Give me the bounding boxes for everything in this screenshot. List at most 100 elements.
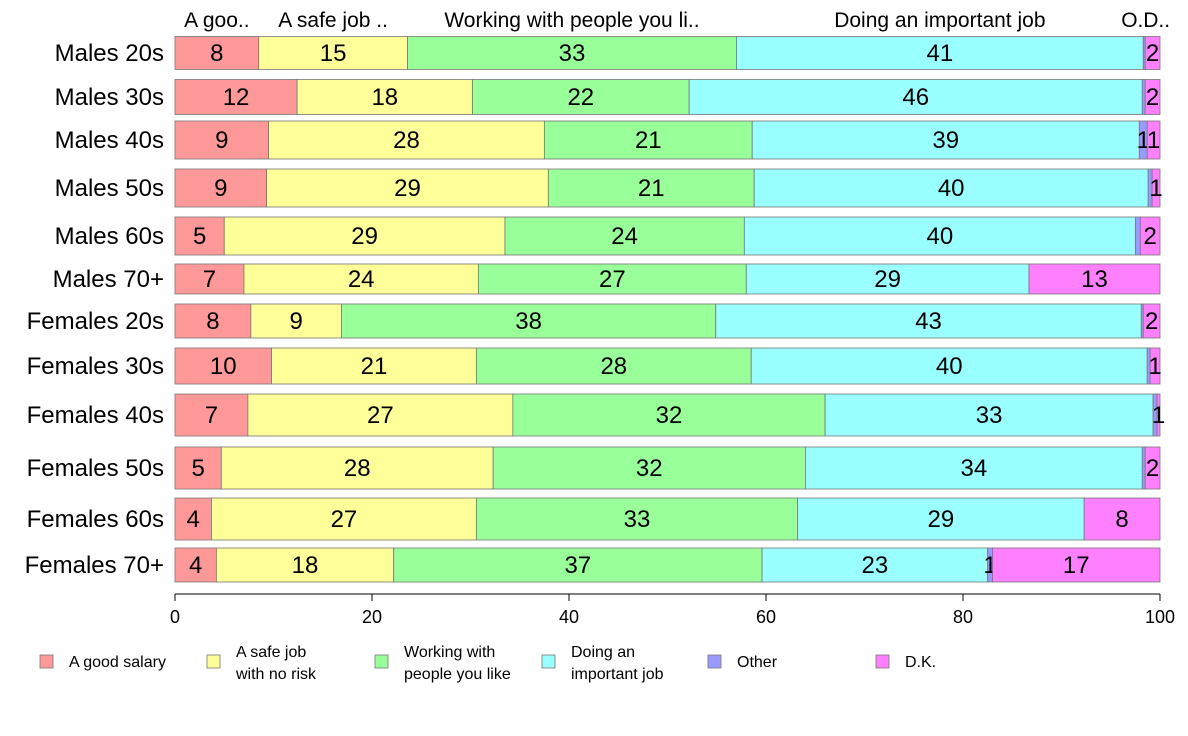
segment-value-label: 8	[1115, 506, 1128, 533]
bar-segment	[761, 547, 989, 583]
bar-segment	[243, 263, 479, 295]
segment-value-label: 8	[210, 40, 223, 67]
bar-segment	[1028, 263, 1161, 295]
bar-segment	[296, 79, 473, 115]
bar-segment	[220, 446, 494, 490]
bars: 8 15 33 41 212 18 22 46 29 28 21 39 119 29 21 40 15 29 24 4…	[174, 36, 1165, 583]
bar-segment	[472, 79, 690, 115]
bar-segment	[1141, 446, 1146, 490]
row-label: Males 20s	[55, 40, 164, 67]
top-series-label: A goo..	[184, 9, 249, 32]
segment-value-label: 15	[320, 40, 347, 67]
legend-swatch	[39, 654, 54, 669]
segment-value-label: 34	[960, 455, 987, 482]
bar-segment	[492, 446, 806, 490]
bar-segment	[1151, 168, 1161, 208]
bar-segment	[992, 547, 1161, 583]
segment-value-label: 28	[393, 127, 420, 154]
bar-segment	[1141, 79, 1146, 115]
bar-segment	[268, 120, 545, 160]
bar-segment	[1144, 79, 1161, 115]
segment-value-label: 5	[191, 455, 204, 482]
top-series-label: A safe job ..	[278, 9, 388, 32]
legend-swatch	[206, 654, 221, 669]
segment-value-label: 46	[902, 84, 929, 111]
bar-segment	[250, 303, 342, 339]
segment-value-label: 9	[215, 127, 228, 154]
segment-value-label: 27	[367, 402, 394, 429]
segment-value-label: 1	[1149, 175, 1162, 202]
segment-value-label: 40	[938, 175, 965, 202]
bar-segment	[512, 393, 826, 437]
segment-value-label: 2	[1146, 40, 1159, 67]
bar-segment	[1134, 216, 1141, 256]
segment-value-label: 32	[656, 402, 683, 429]
legend-label: Other	[737, 654, 778, 671]
segment-value-label: 23	[861, 552, 888, 579]
segment-value-label: 22	[567, 84, 594, 111]
bar-segment	[1144, 36, 1161, 70]
segment-value-label: 41	[927, 40, 954, 67]
legend-label: D.K.	[905, 654, 936, 671]
segment-value-label: 32	[636, 455, 663, 482]
segment-value-label: 2	[1146, 455, 1159, 482]
top-series-label: D..	[1143, 9, 1170, 32]
bar-segment	[174, 393, 249, 437]
segment-value-label: 27	[331, 506, 358, 533]
top-series-label: Doing an important job	[834, 9, 1045, 32]
bar-segment	[223, 216, 506, 256]
bar-segment	[547, 168, 755, 208]
row-label: Males 40s	[55, 127, 164, 154]
segment-value-label: 7	[205, 402, 218, 429]
segment-value-label: 2	[1146, 84, 1159, 111]
segment-value-label: 18	[371, 84, 398, 111]
segment-value-label: 39	[932, 127, 959, 154]
segment-value-label: 12	[223, 84, 250, 111]
segment-value-label: 2	[1143, 223, 1156, 250]
x-tick-label: 20	[362, 607, 382, 627]
bar-segment	[750, 347, 1148, 385]
x-tick-label: 60	[756, 607, 776, 627]
legend-swatch	[875, 654, 890, 669]
bar-segment	[266, 168, 549, 208]
segment-value-label: 1	[1147, 127, 1160, 154]
legend-swatch	[707, 654, 722, 669]
bar-segment	[688, 79, 1143, 115]
segment-value-label: 4	[189, 552, 202, 579]
row-labels: Males 20s Males 30s Males 40s Males 50s Male…	[25, 40, 164, 579]
segment-value-label: 40	[936, 353, 963, 380]
bar-segment	[476, 497, 798, 541]
segment-value-label: 2	[1145, 308, 1158, 335]
legend-swatch	[541, 654, 556, 669]
row-label: Females 20s	[27, 308, 164, 335]
row-label: Females 50s	[27, 455, 164, 482]
legend-label: important job	[571, 666, 664, 683]
bar-segment	[271, 347, 477, 385]
segment-value-label: 13	[1081, 266, 1108, 293]
top-series-label: Working with people you li..	[444, 9, 699, 32]
segment-value-label: 9	[289, 308, 302, 335]
segment-value-label: 1	[1152, 402, 1165, 429]
segment-value-label: 33	[976, 402, 1003, 429]
segment-value-label: 5	[193, 223, 206, 250]
bar-segment	[341, 303, 717, 339]
segment-value-label: 29	[927, 506, 954, 533]
bar-segment	[1139, 216, 1161, 256]
bar-segment	[1149, 347, 1161, 385]
bar-segment	[215, 547, 395, 583]
segment-value-label: 24	[611, 223, 638, 250]
bar-segment	[1144, 446, 1161, 490]
bar-segment	[745, 263, 1030, 295]
x-tick-label: 80	[953, 607, 973, 627]
segment-value-label: 40	[927, 223, 954, 250]
bar-segment	[174, 446, 222, 490]
bar-segment	[174, 168, 268, 208]
segment-value-label: 21	[361, 353, 388, 380]
legend-label: A good salary	[69, 654, 166, 671]
legend: A good salary A safe job with no risk Worki…	[39, 644, 936, 683]
row-label: Females 30s	[27, 353, 164, 380]
bar-segment	[247, 393, 514, 437]
bar-segment	[258, 36, 408, 70]
segment-value-label: 43	[915, 308, 942, 335]
